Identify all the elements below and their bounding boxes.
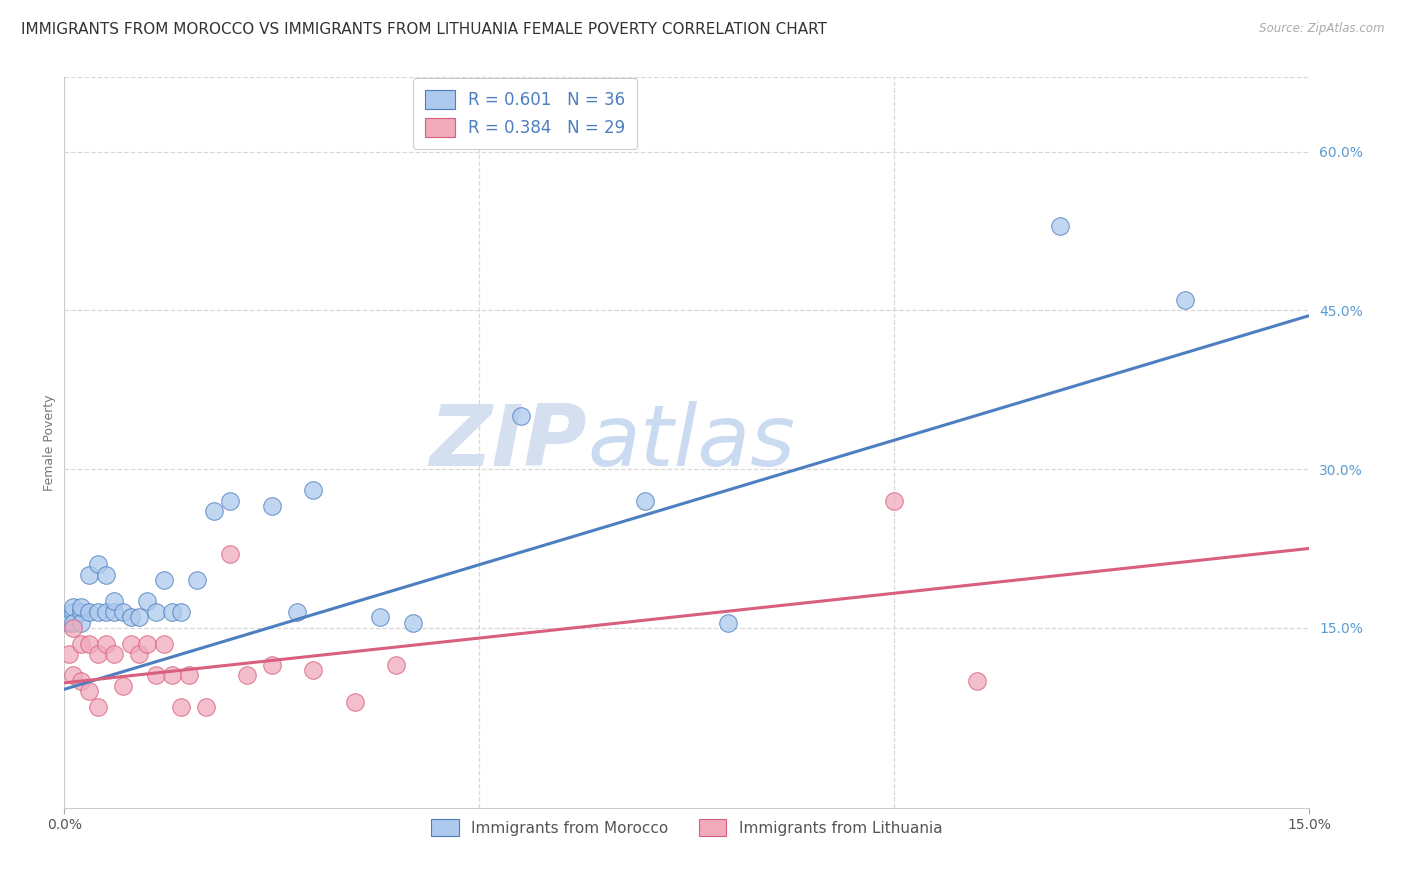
Point — [162, 668, 184, 682]
Point — [145, 605, 167, 619]
Point — [128, 647, 150, 661]
Point — [177, 668, 200, 682]
Point — [717, 615, 740, 630]
Point — [169, 700, 191, 714]
Point — [260, 657, 283, 672]
Point — [219, 547, 242, 561]
Point — [86, 647, 108, 661]
Point — [62, 615, 84, 630]
Point — [219, 493, 242, 508]
Text: Source: ZipAtlas.com: Source: ZipAtlas.com — [1260, 22, 1385, 36]
Legend: Immigrants from Morocco, Immigrants from Lithuania: Immigrants from Morocco, Immigrants from… — [423, 811, 950, 844]
Point — [136, 637, 159, 651]
Point — [402, 615, 425, 630]
Point — [285, 605, 308, 619]
Text: ZIP: ZIP — [430, 401, 588, 484]
Point — [883, 493, 905, 508]
Point — [169, 605, 191, 619]
Point — [103, 647, 125, 661]
Point — [162, 605, 184, 619]
Point — [79, 605, 101, 619]
Point — [79, 637, 101, 651]
Point — [86, 605, 108, 619]
Point — [1174, 293, 1197, 307]
Point — [368, 610, 391, 624]
Y-axis label: Female Poverty: Female Poverty — [44, 394, 56, 491]
Point — [70, 637, 93, 651]
Point — [1049, 219, 1071, 233]
Point — [302, 663, 325, 677]
Point — [136, 594, 159, 608]
Point — [94, 605, 117, 619]
Point — [343, 695, 366, 709]
Text: IMMIGRANTS FROM MOROCCO VS IMMIGRANTS FROM LITHUANIA FEMALE POVERTY CORRELATION : IMMIGRANTS FROM MOROCCO VS IMMIGRANTS FR… — [21, 22, 827, 37]
Point — [385, 657, 408, 672]
Point — [145, 668, 167, 682]
Point — [86, 558, 108, 572]
Point — [103, 594, 125, 608]
Point — [62, 599, 84, 614]
Point — [634, 493, 657, 508]
Point — [111, 679, 134, 693]
Text: atlas: atlas — [588, 401, 796, 484]
Point — [966, 673, 988, 688]
Point — [202, 504, 225, 518]
Point — [153, 573, 176, 587]
Point — [153, 637, 176, 651]
Point — [58, 615, 80, 630]
Point — [79, 684, 101, 698]
Point — [62, 668, 84, 682]
Point — [70, 673, 93, 688]
Point — [79, 568, 101, 582]
Point — [62, 621, 84, 635]
Point — [120, 637, 142, 651]
Point — [103, 605, 125, 619]
Point — [111, 605, 134, 619]
Point — [94, 568, 117, 582]
Point — [94, 637, 117, 651]
Point — [86, 700, 108, 714]
Point — [194, 700, 217, 714]
Point — [128, 610, 150, 624]
Point — [120, 610, 142, 624]
Point — [302, 483, 325, 498]
Point — [70, 599, 93, 614]
Point — [58, 647, 80, 661]
Point — [509, 409, 531, 424]
Point — [62, 605, 84, 619]
Point — [186, 573, 208, 587]
Point — [70, 615, 93, 630]
Point — [236, 668, 259, 682]
Point — [70, 605, 93, 619]
Point — [260, 499, 283, 513]
